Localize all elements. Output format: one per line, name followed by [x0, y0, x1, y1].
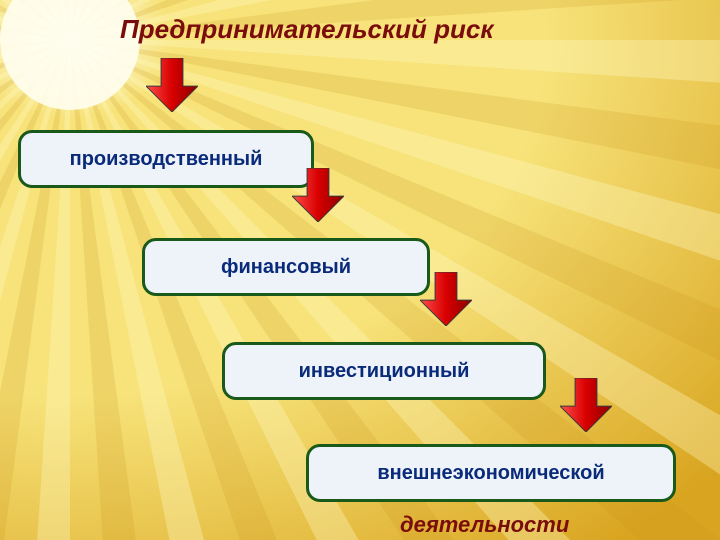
- risk-node-3: внешнеэкономической: [306, 444, 676, 502]
- risk-node-label: финансовый: [221, 256, 351, 279]
- down-arrow-icon: [146, 58, 198, 112]
- risk-node-label: инвестиционный: [299, 360, 470, 383]
- slide-title: Предпринимательский риск: [120, 14, 494, 45]
- down-arrow-icon: [292, 168, 344, 222]
- risk-node-2: инвестиционный: [222, 342, 546, 400]
- risk-node-label: внешнеэкономической: [377, 462, 604, 485]
- bottom-text-fragment: деятельности: [400, 512, 569, 538]
- risk-node-0: производственный: [18, 130, 314, 188]
- risk-node-1: финансовый: [142, 238, 430, 296]
- down-arrow-icon: [420, 272, 472, 326]
- risk-node-label: производственный: [70, 148, 263, 171]
- down-arrow-icon: [560, 378, 612, 432]
